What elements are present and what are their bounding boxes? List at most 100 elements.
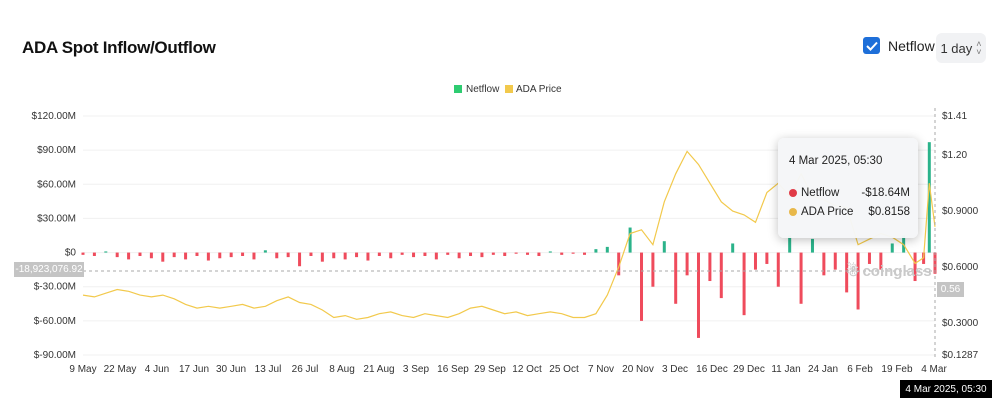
netflow-bar — [628, 227, 632, 253]
legend-netflow-label: Netflow — [466, 84, 500, 95]
x-tick: 7 Nov — [588, 364, 614, 375]
x-tick: 24 Jan — [808, 364, 838, 375]
netflow-bar — [138, 252, 142, 256]
netflow-bar — [605, 246, 609, 253]
netflow-bar — [890, 243, 894, 253]
netflow-bar — [480, 252, 484, 258]
netflow-bar — [833, 252, 837, 270]
crosshair-left-label: -18,923,076.92 — [14, 262, 84, 277]
y-left-tick: $-90.00M — [34, 350, 76, 361]
netflow-bar — [423, 252, 427, 256]
netflow-bar — [765, 252, 769, 264]
x-tick: 26 Jul — [292, 364, 319, 375]
netflow-bar — [241, 252, 245, 256]
x-tick: 16 Sep — [437, 364, 469, 375]
netflow-bar — [195, 252, 199, 256]
y-right-tick: $0.6000 — [942, 262, 979, 273]
netflow-bar — [776, 252, 780, 287]
y-left-tick: $60.00M — [37, 179, 76, 190]
netflow-bar — [742, 252, 746, 316]
netflow-dot-icon — [789, 189, 797, 197]
netflow-bar — [400, 252, 404, 255]
netflow-bar — [412, 252, 416, 258]
netflow-bar — [491, 252, 495, 255]
x-tick: 19 Feb — [881, 364, 913, 375]
legend-price-label: ADA Price — [516, 84, 562, 95]
netflow-bar — [309, 252, 313, 256]
netflow-bar — [218, 252, 222, 259]
crosshair-x-label: 4 Mar 2025, 05:30 — [900, 380, 992, 398]
netflow-bar — [172, 252, 176, 258]
y-left-tick: $30.00M — [37, 213, 76, 224]
netflow-bar — [434, 252, 438, 260]
x-tick: 21 Aug — [363, 364, 394, 375]
netflow-bar — [355, 252, 359, 258]
netflow-bar — [514, 252, 518, 254]
y-left-tick: $0 — [65, 248, 77, 259]
netflow-bar — [275, 252, 279, 259]
netflow-bar — [206, 252, 210, 261]
netflow-bar — [503, 252, 507, 256]
netflow-bar — [457, 252, 461, 259]
x-tick: 3 Dec — [662, 364, 688, 375]
netflow-bar — [799, 252, 803, 304]
x-tick: 29 Dec — [733, 364, 765, 375]
crosshair-right-label: 0.56 — [937, 282, 964, 297]
netflow-bar — [560, 252, 564, 255]
tooltip-date: 4 Mar 2025, 05:30 — [789, 155, 883, 167]
netflow-bar — [662, 241, 666, 253]
netflow-checkbox[interactable]: Netflow — [863, 37, 935, 54]
x-tick: 9 May — [69, 364, 96, 375]
legend: Netflow ADA Price — [454, 84, 562, 95]
netflow-bar — [731, 243, 735, 253]
netflow-bar — [263, 250, 267, 253]
interval-select[interactable]: 1 day ˄ ˅ — [936, 33, 986, 63]
y-right-tick: $0.3000 — [942, 318, 979, 329]
netflow-bar — [127, 252, 131, 260]
netflow-bar — [115, 252, 119, 258]
x-tick: 25 Oct — [549, 364, 579, 375]
y-right-tick: $0.1287 — [942, 350, 979, 361]
coinglass-logo-icon: ☃ — [846, 263, 860, 280]
netflow-bar — [377, 252, 381, 256]
netflow-bar — [548, 251, 552, 253]
netflow-bar — [229, 252, 233, 258]
netflow-bar — [298, 252, 302, 267]
netflow-bar — [640, 252, 644, 321]
y-left-tick: $-30.00M — [34, 282, 76, 293]
tooltip: 4 Mar 2025, 05:30 Netflow -$18.64M ADA P… — [778, 138, 918, 238]
y-left-tick: $-60.00M — [34, 316, 76, 327]
tooltip-row-price: ADA Price $0.8158 — [789, 206, 910, 218]
netflow-bar — [526, 252, 530, 255]
netflow-bar — [81, 252, 85, 255]
netflow-bar — [104, 251, 108, 253]
chevron-updown-icon: ˄ ˅ — [976, 39, 982, 57]
netflow-bar — [537, 252, 541, 256]
netflow-bar — [161, 252, 165, 262]
x-tick: 17 Jun — [179, 364, 209, 375]
netflow-bar — [810, 238, 814, 253]
netflow-bar — [252, 252, 256, 260]
netflow-bar — [845, 252, 849, 293]
netflow-bar — [696, 252, 700, 338]
y-left-tick: $120.00M — [32, 111, 76, 122]
checkmark-icon — [863, 37, 880, 54]
x-tick: 4 Mar — [921, 364, 947, 375]
x-tick: 12 Oct — [512, 364, 542, 375]
netflow-bar — [389, 252, 393, 259]
x-tick: 6 Feb — [847, 364, 873, 375]
netflow-bar — [674, 252, 678, 304]
netflow-checkbox-label: Netflow — [888, 37, 935, 54]
tooltip-row-netflow: Netflow -$18.64M — [789, 187, 910, 199]
netflow-bar — [933, 252, 937, 274]
netflow-bar — [617, 252, 621, 276]
netflow-bar — [366, 252, 370, 261]
netflow-bar — [927, 142, 931, 253]
netflow-bar — [685, 252, 689, 276]
x-tick: 11 Jan — [771, 364, 800, 375]
y-left-tick: $90.00M — [37, 145, 76, 156]
netflow-bar — [320, 252, 324, 262]
netflow-bar — [583, 252, 587, 255]
legend-netflow-swatch — [454, 85, 462, 93]
